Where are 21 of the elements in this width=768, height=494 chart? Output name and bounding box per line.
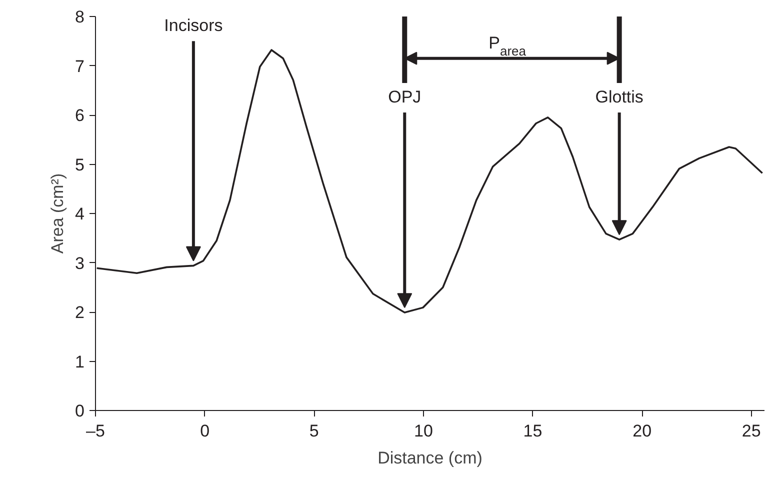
x-tick-label: 5 — [309, 422, 319, 440]
annotation: Glottis — [595, 88, 644, 107]
y-tick-label: 8 — [75, 8, 85, 26]
y-tick-label: 3 — [75, 254, 85, 273]
x-tick-label: 20 — [632, 422, 652, 440]
x-tick-label: –5 — [86, 422, 105, 440]
x-tick-label: 10 — [414, 422, 433, 440]
x-tick-label: 25 — [742, 422, 761, 440]
y-tick-label: 0 — [75, 402, 85, 420]
x-tick-label: 0 — [200, 422, 210, 440]
annotation: OPJ — [388, 88, 422, 107]
y-tick-label: 6 — [75, 106, 85, 125]
x-tick-label: 15 — [523, 422, 542, 440]
y-axis-title: Area (cm²) — [48, 173, 68, 254]
y-tick-label: 7 — [75, 56, 85, 76]
y-tick-label: 1 — [75, 352, 85, 372]
y-tick-label: 4 — [75, 204, 85, 224]
y-tick-label: 5 — [75, 155, 85, 174]
x-axis-title: Distance (cm) — [378, 448, 482, 468]
y-tick-label: 2 — [75, 303, 85, 322]
annotation: Incisors — [164, 16, 223, 36]
